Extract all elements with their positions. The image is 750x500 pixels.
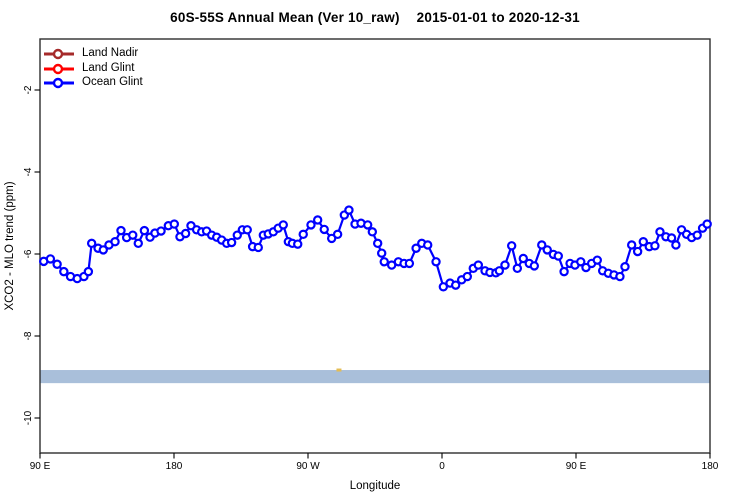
x-tick-label: 0 <box>439 461 445 472</box>
data-point <box>462 271 473 282</box>
data-point <box>59 266 69 277</box>
data-point <box>638 236 648 247</box>
x-tick-label: 90 E <box>566 461 587 472</box>
data-point <box>83 266 94 277</box>
data-point <box>377 248 387 258</box>
legend-label: Land Glint <box>82 61 135 74</box>
chart-title-dates: 2015-01-01 to 2020-12-31 <box>416 10 580 25</box>
y-axis-title: XCO2 - MLO trend (ppm) <box>4 181 16 310</box>
data-point <box>169 219 179 229</box>
data-point <box>372 238 383 249</box>
data-point <box>363 220 373 230</box>
data-point <box>156 226 166 236</box>
chart-title-region: 60S-55S Annual Mean (Ver 10_raw) <box>170 10 400 25</box>
legend: Land Nadir Land Glint Ocean Glint <box>43 46 143 90</box>
y-tick-label: -8 <box>23 331 34 340</box>
data-point <box>326 233 337 244</box>
y-tick-label: -4 <box>23 167 34 176</box>
data-point <box>423 240 433 250</box>
data-point <box>253 242 263 253</box>
legend-label: Land Nadir <box>82 47 139 60</box>
data-point <box>592 255 602 265</box>
data-point <box>411 243 421 253</box>
x-tick-label: 90 E <box>30 461 51 472</box>
data-point <box>139 225 150 236</box>
data-point <box>319 224 329 235</box>
data-point <box>500 260 510 270</box>
reference-band <box>40 370 710 384</box>
data-point <box>278 220 288 230</box>
data-point <box>542 245 552 255</box>
data-point <box>226 237 237 248</box>
data-point <box>332 229 343 240</box>
plot-border <box>39 38 711 454</box>
legend-item-land-glint: Land Glint <box>43 61 143 76</box>
y-tick-label: -6 <box>23 249 34 258</box>
data-point <box>128 230 138 240</box>
data-point <box>655 227 665 237</box>
x-axis-title: Longitude <box>350 480 401 492</box>
data-point <box>620 262 630 272</box>
data-point <box>45 254 56 264</box>
data-point <box>367 227 378 237</box>
data-point <box>615 271 625 282</box>
data-point <box>632 246 643 257</box>
data-point <box>242 225 252 235</box>
data-point <box>559 266 569 277</box>
data-point <box>666 233 677 243</box>
data-point <box>379 257 389 267</box>
data-point <box>312 215 323 225</box>
data-point <box>671 240 681 250</box>
data-point <box>512 263 523 274</box>
data-point <box>702 219 712 229</box>
data-point <box>518 253 528 264</box>
y-tick-label: -10 <box>23 410 34 425</box>
data-point <box>110 236 120 247</box>
data-point <box>116 225 126 236</box>
data-point <box>232 230 242 240</box>
data-point <box>344 205 354 215</box>
data-point <box>86 238 97 249</box>
data-point <box>431 257 441 267</box>
land-nadir-marker-icon <box>43 47 75 60</box>
data-point <box>450 280 461 290</box>
data-point <box>306 220 316 230</box>
data-point <box>626 240 637 250</box>
data-point <box>494 266 505 276</box>
chart-title: 60S-55S Annual Mean (Ver 10_raw) 2015-01-… <box>0 10 750 25</box>
legend-label: Ocean Glint <box>82 76 143 89</box>
data-point <box>650 241 660 251</box>
ocean-glint-marker-icon <box>43 76 75 89</box>
x-tick-label: 90 W <box>296 461 320 472</box>
y-tick-label: -2 <box>23 85 34 94</box>
data-point <box>52 259 62 269</box>
data-point <box>506 241 517 251</box>
x-tick-label: 180 <box>166 461 183 472</box>
legend-item-ocean-glint: Ocean Glint <box>43 75 143 90</box>
data-point <box>576 257 586 267</box>
data-point <box>438 282 449 292</box>
data-point <box>692 230 702 240</box>
data-point <box>133 238 143 249</box>
x-tick-label: 180 <box>702 461 719 472</box>
data-point <box>553 251 563 261</box>
legend-item-land-nadir: Land Nadir <box>43 46 143 61</box>
land-glint-marker-icon <box>43 62 75 75</box>
data-point <box>537 240 547 250</box>
data-point <box>529 261 540 271</box>
data-point <box>298 229 308 240</box>
data-point <box>404 258 415 269</box>
data-point <box>98 245 108 255</box>
data-point <box>293 239 303 249</box>
data-point <box>473 260 484 270</box>
data-point <box>180 228 191 239</box>
stray-marker <box>336 368 342 372</box>
